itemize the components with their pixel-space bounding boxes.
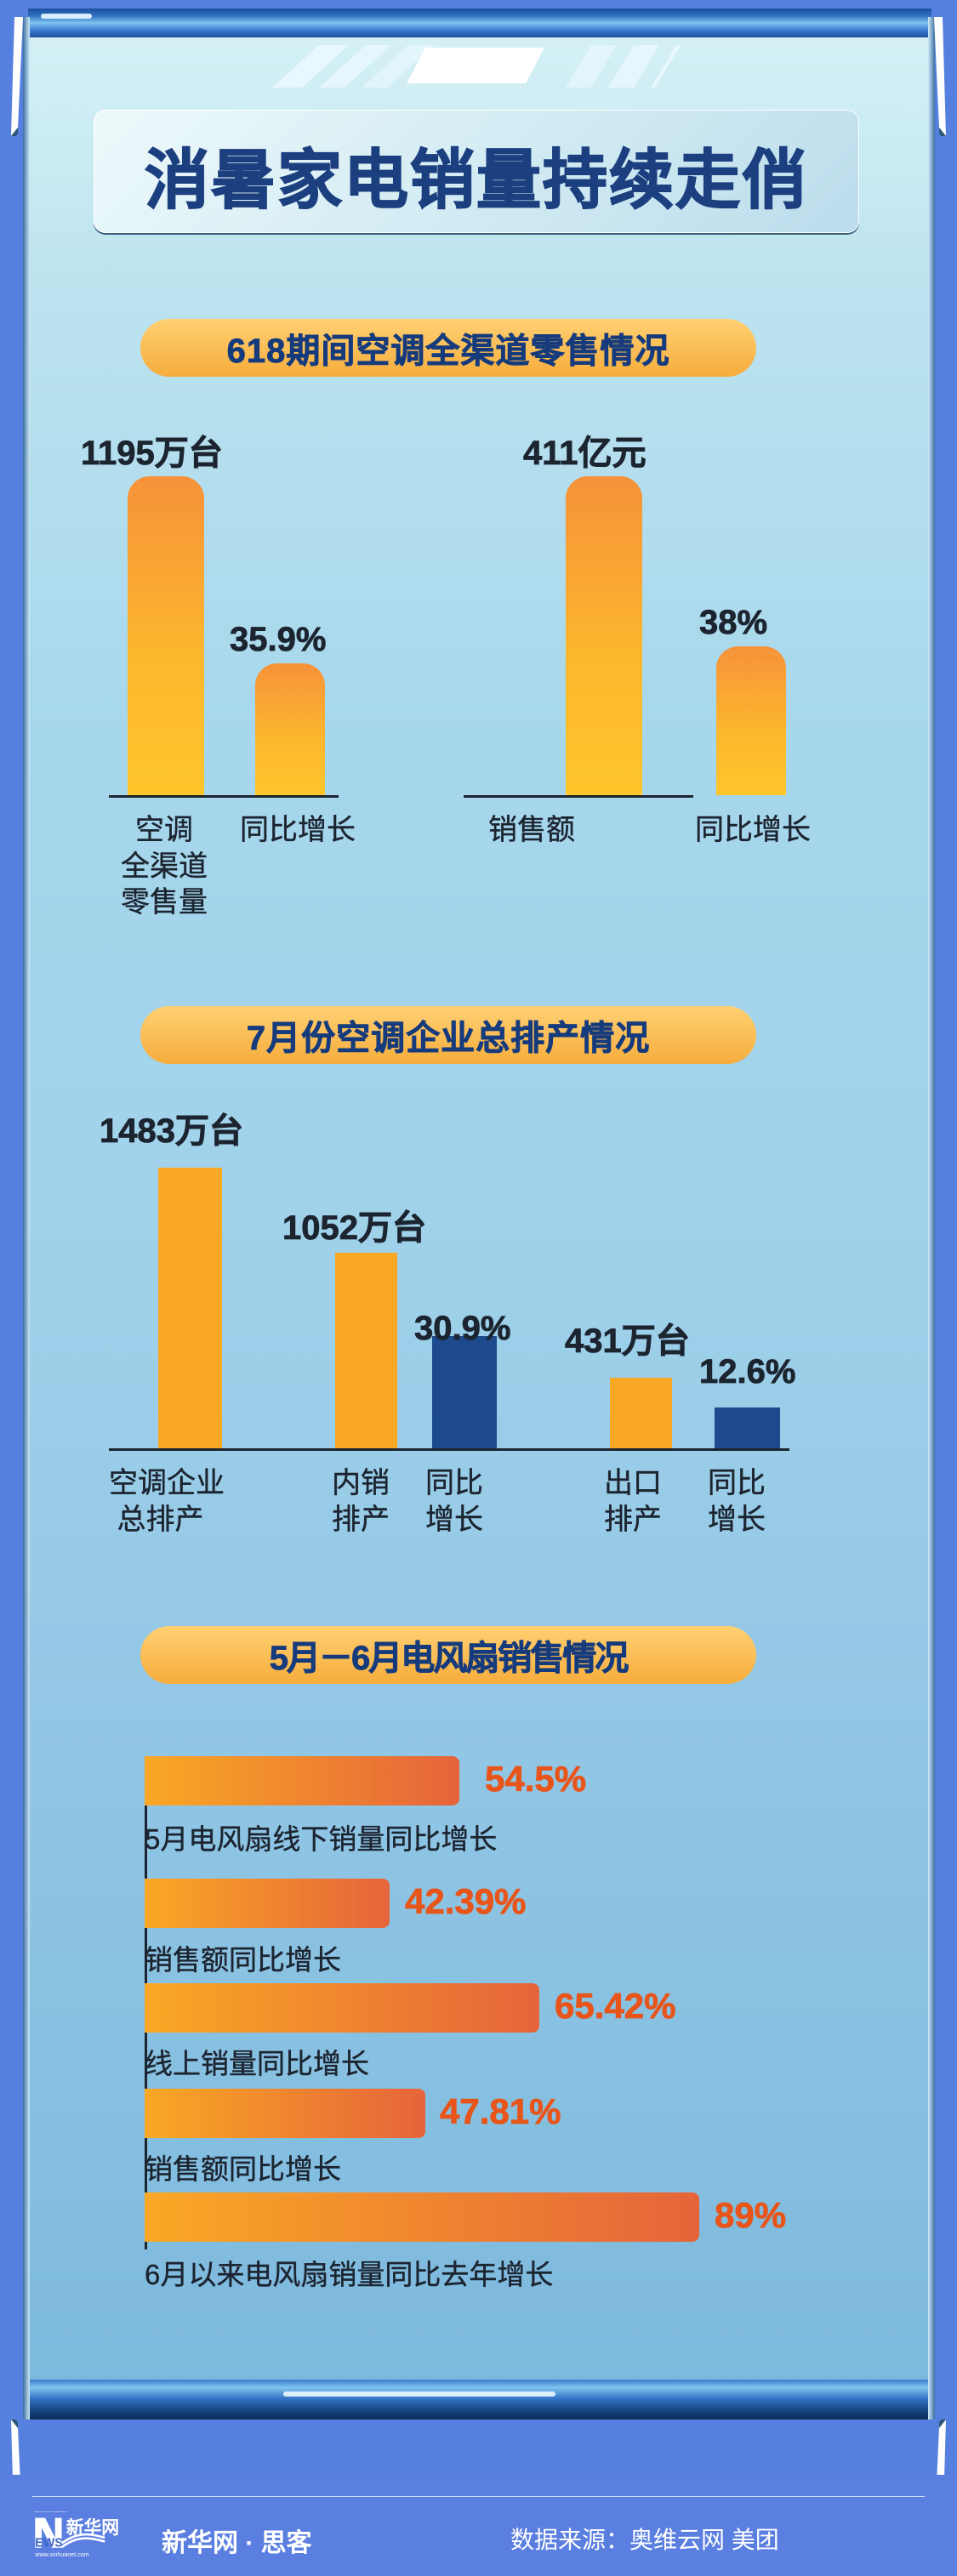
svg-text:EWS: EWS [35,2536,63,2550]
svg-text:www.news.cn: www.news.cn [34,2511,68,2514]
svg-text:www.xinhuanet.com: www.xinhuanet.com [34,2551,88,2558]
